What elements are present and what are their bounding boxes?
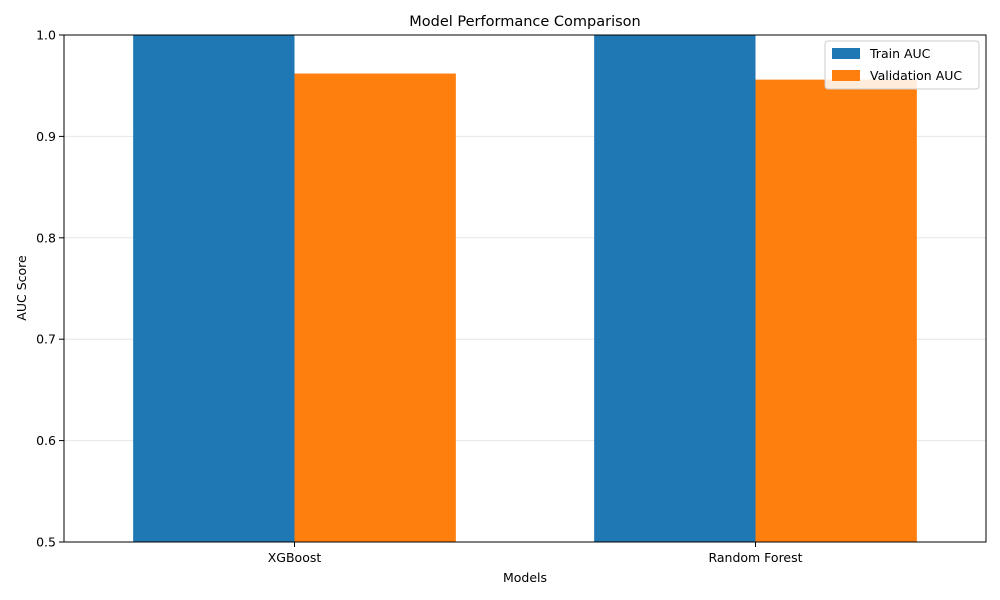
chart-title: Model Performance Comparison [409,14,640,30]
legend: Train AUC Validation AUC [824,40,980,90]
y-axis-ticks: 0.5 0.6 0.7 0.8 0.9 1.0 [36,28,64,550]
bar-validation-auc-xgboost [294,73,456,543]
y-tick-label: 0.5 [36,535,56,550]
x-tick-label: Random Forest [708,550,802,565]
legend-swatch-validation-auc [832,70,860,81]
legend-label-validation-auc: Validation AUC [870,68,962,83]
legend-swatch-train-auc [832,48,860,59]
y-tick-label: 0.9 [36,129,56,144]
bar-validation-auc-random-forest [755,79,917,542]
x-axis-label: Models [503,570,547,585]
y-tick-label: 1.0 [36,28,56,43]
bar-train-auc-random-forest [594,35,756,542]
plot-frame [63,34,987,543]
bars [133,35,917,543]
x-tick-label: XGBoost [268,550,322,565]
y-tick-label: 0.8 [36,230,56,245]
y-tick-label: 0.7 [36,332,56,347]
legend-label-train-auc: Train AUC [869,46,931,61]
bar-train-auc-xgboost [133,35,295,542]
x-axis-ticks: XGBoost Random Forest [268,542,803,565]
y-tick-label: 0.6 [36,433,56,448]
legend-box [824,40,980,90]
y-axis-label: AUC Score [14,255,29,321]
